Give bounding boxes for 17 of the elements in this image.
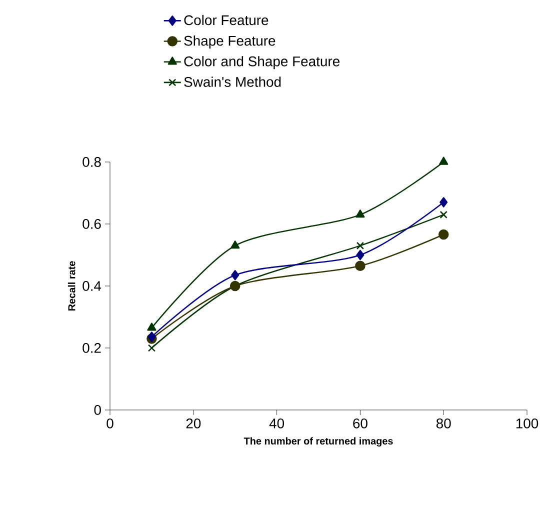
x-tick-label: 100 (516, 418, 538, 428)
x-tick-label: 60 (353, 418, 368, 428)
legend-label: Color Feature (184, 14, 268, 26)
x-tick-label: 0 (106, 418, 114, 428)
y-tick-label: 0.6 (82, 219, 101, 229)
legend-label: Swain's Method (184, 76, 281, 87)
y-tick-label: 0.2 (82, 343, 101, 353)
y-tick-label: 0.4 (82, 281, 102, 291)
x-tick-label: 80 (436, 418, 451, 428)
legend-label: Color and Shape Feature (184, 56, 340, 70)
y-axis-title: Recall rate (68, 261, 76, 311)
x-tick-label: 20 (186, 418, 201, 428)
y-tick-label: 0 (94, 405, 101, 415)
x-axis-title: The number of returned images (244, 437, 393, 447)
legend-label: Shape Feature (184, 35, 276, 48)
x-tick-label: 40 (269, 418, 284, 428)
y-tick-label: 0.8 (82, 157, 101, 167)
